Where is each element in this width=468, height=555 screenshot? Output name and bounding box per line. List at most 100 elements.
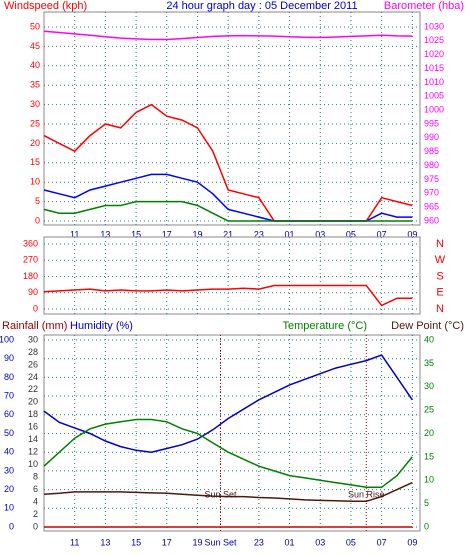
y2-tick-label: 1020 xyxy=(424,49,444,59)
y2-tick-label: 960 xyxy=(424,215,439,225)
windspeed-label: Windspeed (kph) xyxy=(4,0,87,12)
y-tick-label: 40 xyxy=(30,60,40,70)
y-tick-label: 10 xyxy=(30,177,40,187)
x-tick-label: 17 xyxy=(162,537,172,547)
annotation-label: Sun Rise xyxy=(348,489,385,499)
y3-tick-label: 28 xyxy=(28,347,38,357)
y3-tick-label: 6 xyxy=(33,484,38,494)
y3-tick-label: 4 xyxy=(33,496,38,506)
y-tick-label: 0 xyxy=(9,521,14,531)
y-tick-label: 0 xyxy=(35,215,40,225)
x-tick-label: 13 xyxy=(100,229,110,239)
y-tick-label: 0 xyxy=(33,303,38,313)
y2-tick-label: 1000 xyxy=(424,105,444,115)
y3-tick-label: 20 xyxy=(28,397,38,407)
x-tick-label: 19 xyxy=(192,229,202,239)
plot-frame xyxy=(43,236,421,315)
x-tick-label: 01 xyxy=(285,229,295,239)
y3-tick-label: 14 xyxy=(28,434,38,444)
y2-tick-label: 990 xyxy=(424,132,439,142)
y3-tick-label: 12 xyxy=(28,447,38,457)
y-tick-label: 50 xyxy=(30,21,40,31)
y-tick-label: 80 xyxy=(4,372,14,382)
humidity-label: Humidity (%) xyxy=(70,320,133,332)
x-tick-label: 15 xyxy=(131,229,141,239)
y-tick-label: 270 xyxy=(23,255,38,265)
y3-tick-label: 2 xyxy=(33,509,38,519)
x-tick-label: 07 xyxy=(377,229,387,239)
y2-tick-label: N xyxy=(436,303,444,315)
y2-tick-label: 1015 xyxy=(424,63,444,73)
y2-tick-label: 980 xyxy=(424,160,439,170)
y-tick-label: 45 xyxy=(30,41,40,51)
y-tick-label: 100 xyxy=(0,334,14,344)
y2-tick-label: 1030 xyxy=(424,21,444,31)
x-tick-label: 17 xyxy=(162,229,172,239)
y2-tick-label: 975 xyxy=(424,174,439,184)
plot-frame xyxy=(43,11,421,226)
y2-tick-label: 970 xyxy=(424,188,439,198)
x-tick-label: 11 xyxy=(70,537,79,547)
series-line xyxy=(43,418,413,489)
y-tick-label: 50 xyxy=(4,428,14,438)
y-tick-label: 60 xyxy=(4,409,14,419)
y2-tick-label: 35 xyxy=(424,358,434,368)
y3-tick-label: 22 xyxy=(28,384,38,394)
y3-tick-label: 10 xyxy=(28,459,38,469)
y2-tick-label: 0 xyxy=(424,521,429,531)
y2-tick-label: 15 xyxy=(424,451,434,461)
y-tick-label: 20 xyxy=(4,484,14,494)
x-tick-label: 09 xyxy=(407,229,417,239)
y3-tick-label: 30 xyxy=(28,334,38,344)
y2-tick-label: 30 xyxy=(424,381,434,391)
y-tick-label: 35 xyxy=(30,80,40,90)
y2-tick-label: 985 xyxy=(424,146,439,156)
y2-tick-label: 10 xyxy=(424,475,434,485)
title: 24 hour graph day : 05 December 2011 xyxy=(166,0,357,12)
x-tick-label: 23 xyxy=(254,537,264,547)
x-tick-label: 23 xyxy=(254,229,264,239)
y-tick-label: 180 xyxy=(23,271,38,281)
y-tick-label: 30 xyxy=(4,465,14,475)
x-tick-label: 13 xyxy=(100,537,110,547)
y-tick-label: 30 xyxy=(30,99,40,109)
series-line xyxy=(43,200,413,222)
x-tick-label: Sun Set xyxy=(204,537,237,547)
y-tick-label: 70 xyxy=(4,390,14,400)
y3-tick-label: 16 xyxy=(28,422,38,432)
y-tick-label: 20 xyxy=(30,138,40,148)
y2-tick-label: N xyxy=(436,238,444,250)
series-line xyxy=(43,481,413,503)
y2-tick-label: W xyxy=(435,254,446,266)
y-tick-label: 10 xyxy=(4,503,14,513)
temperature-label: Temperature (°C) xyxy=(283,320,367,332)
y-tick-label: 40 xyxy=(4,447,14,457)
y3-tick-label: 8 xyxy=(33,472,38,482)
y3-tick-label: 26 xyxy=(28,359,38,369)
series-line xyxy=(43,354,413,453)
y2-tick-label: 1005 xyxy=(424,91,444,101)
y2-tick-label: 5 xyxy=(424,498,429,508)
y3-tick-label: 0 xyxy=(33,521,38,531)
y-tick-label: 5 xyxy=(35,196,40,206)
x-tick-label: 03 xyxy=(315,537,325,547)
x-tick-label: 21 xyxy=(223,229,233,239)
y-tick-label: 90 xyxy=(28,287,38,297)
rainfall-label: Rainfall (mm) xyxy=(2,320,67,332)
x-tick-label: 01 xyxy=(285,537,295,547)
annotation-label: Sun Set xyxy=(204,489,237,499)
y-tick-label: 360 xyxy=(23,238,38,248)
y-tick-label: 15 xyxy=(30,157,40,167)
series-line xyxy=(43,30,413,41)
y2-tick-label: 965 xyxy=(424,202,439,212)
series-line xyxy=(43,284,413,307)
y2-tick-label: 20 xyxy=(424,428,434,438)
y-tick-label: 90 xyxy=(4,353,14,363)
x-tick-label: 07 xyxy=(377,537,387,547)
x-tick-label: 09 xyxy=(407,537,417,547)
x-tick-label: 05 xyxy=(346,537,356,547)
y2-tick-label: 1025 xyxy=(424,35,444,45)
y3-tick-label: 18 xyxy=(28,409,38,419)
y2-tick-label: 1010 xyxy=(424,77,444,87)
